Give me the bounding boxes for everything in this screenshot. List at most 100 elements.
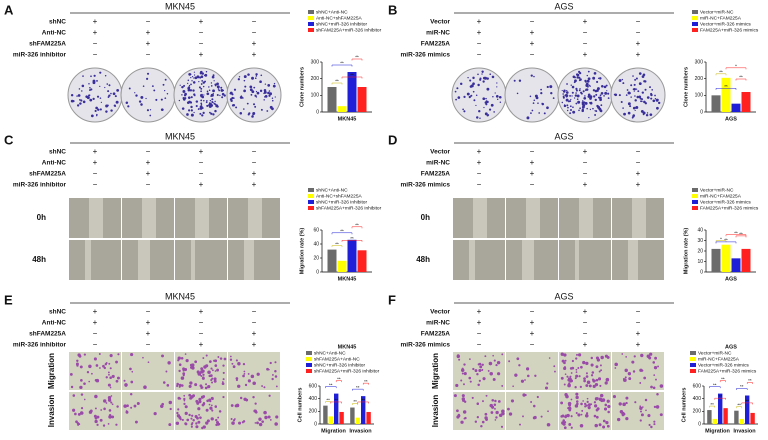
colony xyxy=(477,83,480,87)
cell xyxy=(105,376,108,379)
colony xyxy=(160,98,163,101)
significance-label: ** xyxy=(748,378,752,383)
colony xyxy=(592,76,596,80)
colony xyxy=(561,101,564,104)
significance-label: ** xyxy=(719,70,723,75)
colony xyxy=(166,93,169,95)
colony xyxy=(600,110,603,113)
sign: + xyxy=(477,318,482,327)
cell xyxy=(587,381,590,385)
cell xyxy=(168,400,173,405)
colony xyxy=(188,88,190,91)
wound-gap xyxy=(628,240,638,280)
colony xyxy=(85,95,88,98)
y-tick-label: 100 xyxy=(311,93,320,99)
colony xyxy=(271,99,274,102)
colony xyxy=(223,94,226,97)
colony xyxy=(583,96,587,100)
cell xyxy=(652,386,656,390)
cell xyxy=(463,363,466,366)
cell xyxy=(181,418,184,422)
colony xyxy=(618,94,621,97)
cell xyxy=(595,378,599,382)
row-label: shNC xyxy=(49,19,66,26)
cell xyxy=(147,361,150,364)
cell xyxy=(176,384,179,388)
colony xyxy=(96,114,98,117)
bar xyxy=(711,248,721,272)
bar xyxy=(741,248,751,272)
cell xyxy=(652,361,656,364)
cell xyxy=(180,384,184,387)
colony xyxy=(146,77,149,80)
colony xyxy=(489,73,492,76)
significance-bracket xyxy=(715,240,727,243)
cell xyxy=(74,412,77,416)
legend-label: miR-NC+FAM225A xyxy=(700,15,742,21)
colony xyxy=(575,102,578,105)
y-tick-label: 200 xyxy=(695,76,704,82)
colony xyxy=(93,74,96,77)
sign: − xyxy=(583,28,588,37)
cell xyxy=(130,406,133,409)
cell xyxy=(501,384,504,387)
cell xyxy=(579,423,584,428)
significance-label: ** xyxy=(353,399,357,404)
colony xyxy=(580,92,583,95)
colony xyxy=(457,96,461,99)
cell xyxy=(501,353,504,356)
cell xyxy=(116,405,119,408)
cell xyxy=(190,417,193,420)
cell xyxy=(566,413,570,418)
cell xyxy=(585,384,589,387)
sign: − xyxy=(583,329,588,338)
cell xyxy=(177,408,180,411)
sign: + xyxy=(636,180,641,189)
colony xyxy=(181,85,184,89)
cell xyxy=(487,369,490,372)
cell xyxy=(94,394,98,399)
cell xyxy=(627,371,632,376)
cell xyxy=(576,402,579,406)
cell xyxy=(117,353,120,356)
cell xyxy=(105,402,108,404)
cell xyxy=(561,359,565,363)
colony xyxy=(187,82,189,85)
bar xyxy=(366,411,371,424)
cell xyxy=(162,381,166,384)
cell xyxy=(269,419,272,421)
colony xyxy=(196,75,200,79)
significance-bracket xyxy=(335,380,342,383)
cell xyxy=(644,398,648,402)
colony xyxy=(578,79,581,82)
colony xyxy=(566,91,568,94)
significance-bracket xyxy=(735,78,747,81)
cell xyxy=(254,410,258,414)
y-tick-label: 100 xyxy=(695,93,704,99)
cell xyxy=(593,401,597,404)
cell xyxy=(184,353,187,355)
panel-letter: D xyxy=(388,132,397,147)
colony xyxy=(220,86,223,89)
cell xyxy=(524,379,526,381)
colony xyxy=(472,76,475,80)
colony xyxy=(570,109,572,112)
colony xyxy=(482,80,485,83)
sign: − xyxy=(252,17,257,26)
colony xyxy=(212,101,214,104)
cell xyxy=(474,420,478,423)
cell xyxy=(235,359,238,362)
cell xyxy=(124,384,128,387)
colony xyxy=(208,103,211,107)
cell xyxy=(115,379,119,383)
panel-title: AGS xyxy=(554,131,573,141)
cell xyxy=(495,410,499,415)
cell xyxy=(222,395,225,399)
cell xyxy=(206,399,209,403)
colony xyxy=(237,78,240,81)
cell xyxy=(592,384,596,388)
colony xyxy=(254,105,257,108)
colony xyxy=(629,105,632,108)
cell xyxy=(462,398,465,402)
significance-label: ** xyxy=(740,384,744,389)
